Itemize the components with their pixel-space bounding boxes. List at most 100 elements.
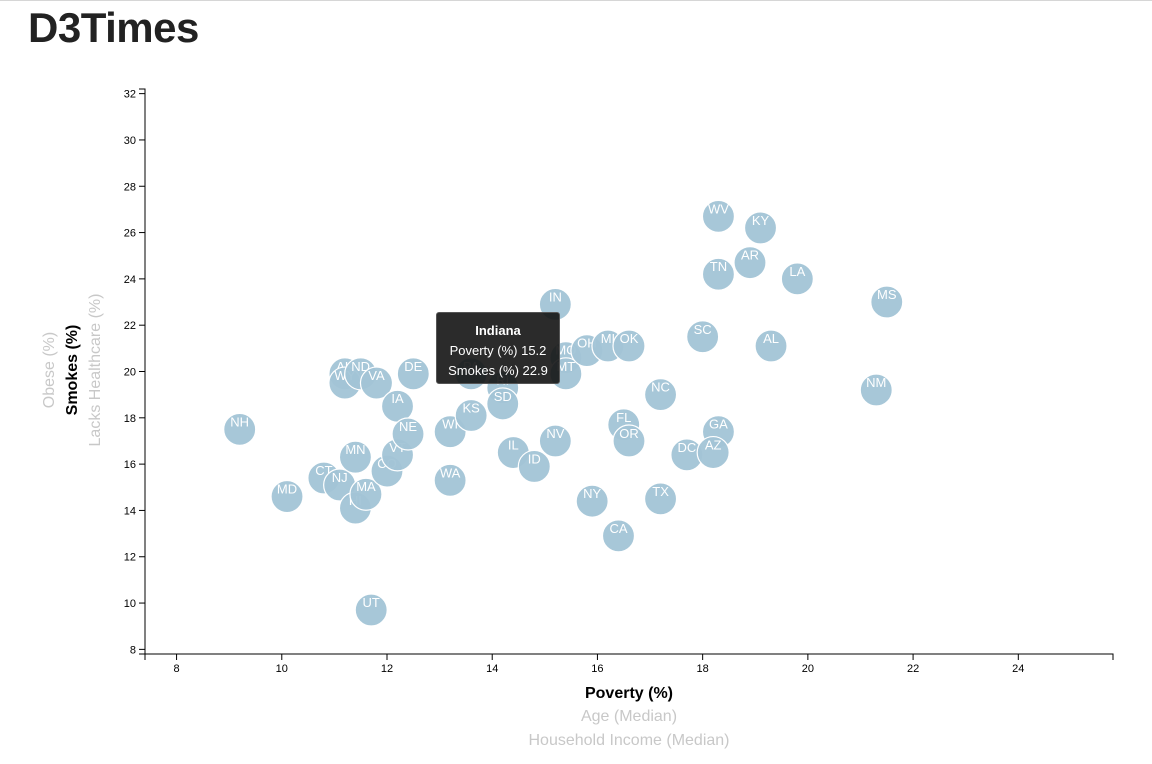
x-axis-label-poverty[interactable]: Poverty (%)	[585, 685, 673, 702]
state-label: MN	[345, 442, 365, 457]
state-point	[701, 257, 736, 291]
state-label: ND	[351, 359, 370, 374]
state-label: AR	[741, 248, 759, 263]
state-point	[575, 484, 609, 518]
y-tick-label: 10	[124, 598, 136, 610]
state-label: MT	[556, 359, 575, 374]
state-label: WV	[708, 201, 729, 216]
state-point	[433, 463, 467, 497]
y-tick-label: 28	[124, 181, 136, 193]
state-label: IA	[391, 391, 404, 406]
state-label: NJ	[332, 470, 348, 485]
state-label: SD	[494, 389, 512, 404]
state-label: TN	[710, 259, 727, 274]
state-label: NY	[583, 486, 601, 501]
state-label: SC	[694, 322, 712, 337]
y-axis-label-smokes[interactable]: Smokes (%)	[64, 325, 81, 416]
y-tick-label: 20	[124, 367, 136, 379]
state-point	[643, 378, 678, 412]
x-tick-label: 24	[1012, 663, 1024, 675]
y-tick-label: 12	[124, 552, 136, 564]
data-points: NHMDCTNJAKWYNDMNHIMAUTVACOIAVTNEDEWIWAKS…	[223, 199, 904, 627]
state-point	[643, 482, 678, 516]
state-label: KY	[752, 213, 770, 228]
state-label: FL	[616, 410, 631, 425]
state-label: UT	[363, 595, 380, 610]
state-point	[396, 357, 430, 391]
state-label: ID	[528, 451, 541, 466]
x-tick-label: 22	[907, 663, 919, 675]
state-point	[270, 479, 304, 514]
state-label: CA	[609, 521, 627, 536]
x-tick-label: 16	[591, 663, 603, 675]
state-label: AZ	[705, 438, 722, 453]
state-point	[359, 366, 394, 400]
state-point	[601, 519, 636, 553]
state-label: MI	[601, 331, 615, 346]
x-axis-label-income[interactable]: Household Income (Median)	[529, 732, 730, 749]
state-label: DC	[677, 440, 696, 455]
state-point	[686, 320, 720, 354]
state-tooltip: Indiana Poverty (%) 15.2 Smokes (%) 22.9	[436, 312, 560, 384]
page-title: D3Times	[28, 4, 199, 51]
y-tick-label: 32	[124, 89, 136, 101]
x-axis: 8 10 12 14 16 18 20 22 24	[144, 653, 1114, 675]
state-point	[349, 477, 383, 511]
y-tick-label: 24	[124, 274, 136, 286]
state-label: AL	[763, 331, 779, 346]
state-point	[354, 593, 388, 627]
state-point	[743, 211, 778, 245]
state-point	[391, 417, 425, 451]
state-label: NM	[866, 375, 886, 390]
state-point	[486, 387, 520, 421]
state-point	[780, 262, 814, 296]
y-axis: 8 10 12 14 16 18 20 22 24 26 28 30 32	[124, 88, 146, 656]
y-tick-label: 8	[130, 644, 136, 656]
x-tick-label: 18	[697, 663, 709, 675]
state-label: NE	[399, 419, 417, 434]
state-label: GA	[709, 417, 728, 432]
state-label: WI	[442, 417, 458, 432]
x-axis-label-age[interactable]: Age (Median)	[581, 708, 677, 725]
x-tick-label: 12	[381, 663, 393, 675]
y-tick-label: 26	[124, 228, 136, 240]
state-label: VA	[368, 368, 385, 383]
tooltip-title: Indiana	[475, 323, 521, 338]
state-point	[754, 329, 788, 363]
state-label: NC	[651, 380, 670, 395]
state-point	[612, 424, 646, 458]
state-point	[859, 373, 893, 407]
state-label: OR	[619, 426, 639, 441]
state-label: MD	[277, 482, 297, 497]
y-tick-label: 18	[124, 413, 136, 425]
x-tick-label: 20	[802, 663, 814, 675]
tooltip-smokes-line: Smokes (%) 22.9	[448, 363, 548, 378]
state-point	[696, 435, 730, 470]
state-label: NV	[546, 426, 564, 441]
state-point	[338, 440, 373, 474]
y-tick-label: 16	[124, 459, 136, 471]
x-axis-line	[144, 653, 1114, 660]
state-label: IN	[549, 289, 562, 304]
top-border	[0, 0, 1152, 1]
state-point	[612, 329, 646, 363]
state-label: MA	[356, 479, 376, 494]
state-label: IL	[508, 438, 519, 453]
state-label: MS	[877, 287, 897, 302]
x-tick-label: 10	[276, 663, 288, 675]
state-point	[454, 398, 488, 433]
state-label: KS	[463, 400, 481, 415]
y-axis-label-healthcare[interactable]: Lacks Healthcare (%)	[87, 294, 104, 447]
state-point	[701, 199, 736, 233]
y-tick-label: 30	[124, 135, 136, 147]
state-point	[223, 412, 257, 446]
state-label: DE	[404, 359, 422, 374]
y-tick-label: 22	[124, 320, 136, 332]
state-point	[538, 424, 572, 458]
y-axis-label-obese[interactable]: Obese (%)	[41, 332, 58, 408]
state-label: LA	[789, 264, 805, 279]
state-label: TX	[652, 484, 669, 499]
state-point	[870, 285, 904, 319]
tooltip-poverty-line: Poverty (%) 15.2	[449, 343, 547, 358]
